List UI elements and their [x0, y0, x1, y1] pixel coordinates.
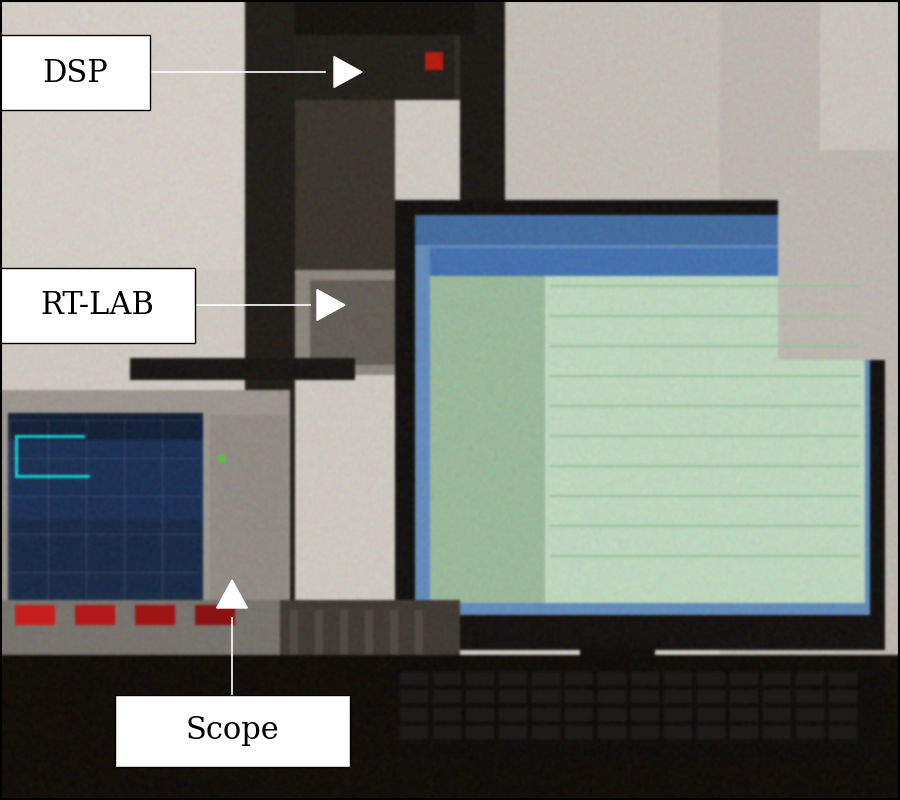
FancyBboxPatch shape [115, 695, 350, 767]
Text: RT-LAB: RT-LAB [40, 290, 154, 322]
FancyBboxPatch shape [0, 268, 195, 343]
Text: DSP: DSP [42, 58, 108, 89]
Polygon shape [317, 290, 345, 320]
Polygon shape [217, 580, 248, 608]
Text: Scope: Scope [185, 715, 279, 746]
FancyBboxPatch shape [0, 35, 150, 110]
Polygon shape [334, 57, 362, 87]
